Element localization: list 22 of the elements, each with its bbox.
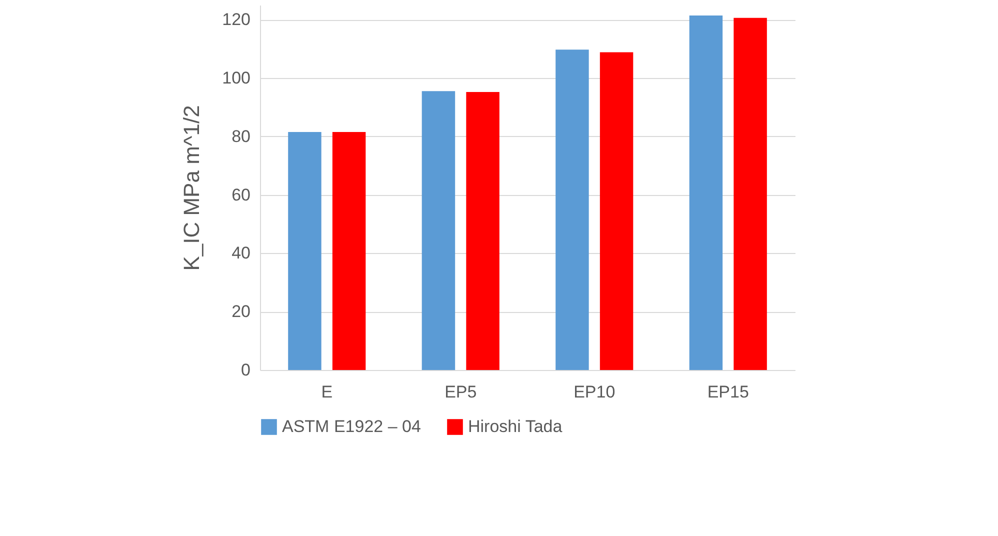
y-tick-label: 100 — [222, 68, 250, 88]
bar — [600, 52, 634, 370]
x-tick-label: EP10 — [574, 382, 616, 402]
y-tick-label: 60 — [232, 185, 250, 204]
legend-label: Hiroshi Tada — [468, 417, 563, 436]
x-tick-label: EP15 — [707, 382, 749, 402]
y-tick-label: 80 — [232, 126, 250, 146]
y-tick-label: 40 — [232, 244, 250, 263]
bar — [734, 18, 767, 370]
bar — [556, 50, 589, 370]
y-tick-label: 120 — [222, 10, 250, 30]
bar — [422, 91, 456, 370]
x-tick-label: EP5 — [444, 382, 477, 402]
bar — [466, 92, 500, 370]
y-axis-title: K_IC MPa m^1/2 — [179, 105, 204, 271]
bar — [332, 132, 366, 370]
y-tick-label: 20 — [232, 302, 250, 322]
x-tick-label: E — [321, 382, 333, 402]
y-tick-label: 0 — [241, 360, 250, 380]
bar — [288, 132, 322, 370]
legend-label: ASTM E1922 – 04 — [282, 417, 421, 436]
bar — [689, 16, 723, 370]
